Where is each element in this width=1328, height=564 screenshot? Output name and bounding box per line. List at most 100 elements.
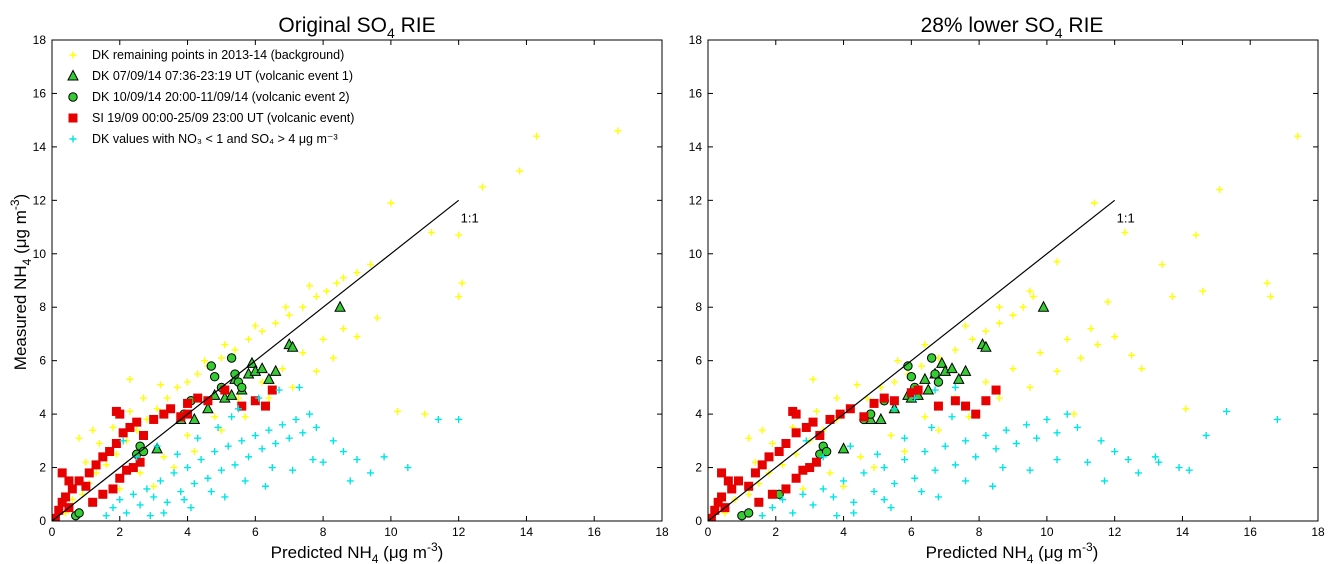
right-plus-marker — [999, 464, 1007, 472]
right-square-marker — [801, 422, 811, 432]
left-square-marker — [115, 409, 125, 419]
right-plus-marker — [819, 453, 827, 461]
right-y-tick-label: 4 — [695, 407, 702, 421]
right-square-marker — [815, 430, 825, 440]
right-y-tick-label: 12 — [689, 193, 703, 207]
left-square-marker — [183, 398, 193, 408]
left-plus-marker — [533, 132, 541, 140]
left-plot-frame — [51, 39, 663, 522]
right-plus-marker — [1036, 349, 1044, 357]
right-square-marker — [764, 452, 774, 462]
left-triangle-marker — [188, 412, 201, 424]
right-plus-marker — [931, 386, 939, 394]
right-plus-marker — [995, 319, 1003, 327]
right-plus-marker — [1192, 231, 1200, 239]
left-plus-marker — [190, 480, 198, 488]
right-y-tick-label: 18 — [689, 33, 703, 47]
right-plus-marker — [1138, 365, 1146, 373]
left-plus-marker — [211, 413, 219, 421]
left-plus-marker — [82, 458, 90, 466]
right-triangle-marker — [959, 364, 972, 376]
left-plus-marker — [177, 488, 185, 496]
left-y-tick-label: 10 — [33, 247, 47, 261]
right-plus-marker — [745, 490, 753, 498]
left-plus-marker — [217, 354, 225, 362]
right-triangle-marker — [837, 442, 850, 454]
left-square-marker — [176, 412, 186, 422]
right-circle-marker — [821, 446, 832, 457]
right-plus-marker — [890, 378, 898, 386]
left-plus-marker — [136, 501, 144, 509]
chart-left-xlabel: Predicted NH4 (μg m-3) — [271, 540, 444, 564]
right-plus-marker — [857, 453, 864, 461]
right-plus-marker — [921, 413, 929, 421]
left-plus-marker — [516, 167, 524, 175]
left-plus-marker — [163, 394, 171, 402]
right-plus-marker — [880, 464, 888, 472]
right-plus-marker — [826, 469, 834, 477]
right-y-tick-label: 16 — [689, 86, 703, 100]
right-plus-marker — [951, 383, 959, 391]
right-plus-marker — [870, 464, 878, 472]
left-plus-marker — [346, 477, 354, 485]
right-x-tick-label: 12 — [1108, 525, 1122, 539]
right-plus-marker — [1158, 260, 1166, 268]
right-plus-marker — [870, 488, 878, 496]
left-plus-marker — [204, 474, 212, 482]
left-plus-marker — [289, 466, 297, 474]
right-plus-marker — [1063, 410, 1071, 418]
left-plus-marker — [170, 469, 178, 477]
left-plus-marker — [265, 394, 273, 402]
left-plus-marker — [156, 381, 164, 389]
left-plus-marker — [299, 429, 307, 437]
right-plus-marker — [1053, 429, 1061, 437]
right-square-marker — [757, 460, 767, 470]
left-plus-marker — [153, 405, 161, 413]
left-y-tick-label: 6 — [39, 354, 46, 368]
right-plus-marker — [968, 335, 976, 343]
right-plus-marker — [1111, 448, 1119, 456]
left-triangle-marker — [286, 340, 299, 352]
left-plus-marker — [614, 127, 622, 135]
left-square-marker — [166, 404, 176, 414]
left-plus-marker — [245, 453, 253, 461]
right-plus-marker — [962, 437, 970, 445]
right-plus-marker — [1063, 335, 1071, 343]
right-plus-marker — [1053, 258, 1061, 266]
left-square-marker — [105, 447, 115, 457]
right-plus-marker — [789, 509, 797, 517]
right-x-tick-label: 0 — [705, 525, 712, 539]
right-triangle-marker — [1037, 300, 1050, 312]
left-square-marker — [125, 422, 135, 432]
left-plus-marker — [278, 421, 286, 429]
right-plus-marker — [1273, 415, 1281, 423]
left-plus-marker — [160, 453, 168, 461]
left-plus-marker — [353, 268, 361, 276]
left-plus-marker — [455, 415, 463, 423]
left-plus-marker — [217, 466, 225, 474]
left-plus-marker — [173, 450, 181, 458]
right-y-tick-label: 14 — [689, 140, 703, 154]
right-plus-marker — [833, 512, 841, 520]
left-plus-marker — [458, 279, 466, 287]
legend-square-marker — [68, 113, 78, 123]
right-square-marker — [825, 414, 835, 424]
right-plus-marker — [745, 434, 753, 442]
left-square-marker — [61, 492, 71, 502]
right-plus-marker — [1185, 466, 1193, 474]
left-plus-marker — [333, 279, 341, 287]
left-plus-marker — [116, 496, 124, 504]
chart-left-plot: 1:1 0 2 4 6 8 10 12 14 16 18 0 2 4 6 8 10 12 14 16 18 — [33, 33, 669, 539]
left-plus-marker — [184, 431, 192, 439]
left-square-marker — [108, 484, 118, 494]
left-plus-marker — [306, 410, 314, 418]
left-plus-marker — [272, 440, 280, 448]
right-plus-marker — [812, 407, 820, 415]
left-triangle-marker — [256, 362, 268, 374]
right-circle-marker — [906, 372, 917, 382]
right-plus-marker — [972, 453, 980, 461]
right-series-0 — [721, 132, 1302, 517]
left-y-tick-label: 2 — [39, 461, 46, 475]
right-x-tick-label: 2 — [772, 525, 779, 539]
